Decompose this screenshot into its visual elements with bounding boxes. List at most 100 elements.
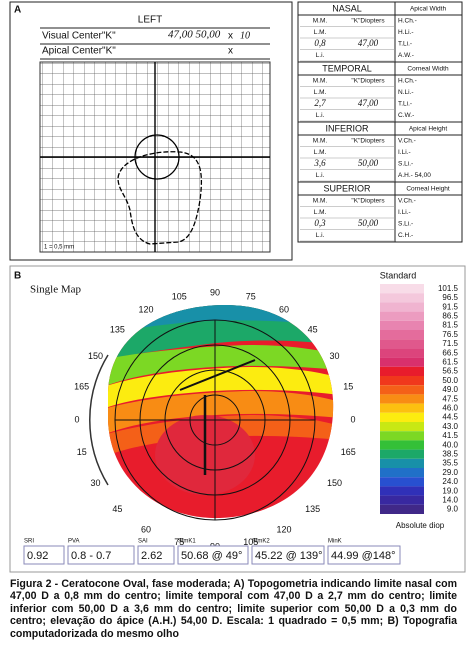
scale-label: 29.0 [442, 468, 458, 477]
scale-swatch [380, 357, 424, 367]
row-field: T.Li.- [398, 41, 412, 48]
scale-label: 56.5 [442, 367, 458, 376]
angle-label: 0 [74, 414, 79, 424]
row-label: L.M. [314, 209, 327, 216]
indices: SRI 0.92 PVA 0.8 - 0.7 SAI 2.62 SimK1 50.68 @ 4… [23, 539, 401, 565]
scale-swatch [380, 468, 424, 478]
angle-label: 135 [110, 325, 125, 335]
index-box [137, 545, 175, 565]
contour [117, 151, 203, 245]
scale-label: 9.0 [447, 505, 459, 514]
scale-swatch [380, 320, 424, 330]
index-name: SimK1 [178, 539, 196, 545]
angle-label: 120 [276, 524, 291, 534]
index-box [327, 545, 401, 565]
scale-label: 24.0 [442, 477, 458, 486]
form-label: Visual Center"K" [42, 31, 116, 42]
index-value: 45.22 @ 139° [255, 550, 323, 562]
scale-label: 61.5 [442, 358, 458, 367]
angle-label: 30 [90, 478, 100, 488]
row-field: I.Li.- [398, 149, 411, 156]
angle-label: 15 [343, 382, 353, 392]
scale-swatch [380, 440, 424, 450]
row-field: H.Ch.- [398, 78, 417, 85]
angle-label: 60 [141, 524, 151, 534]
index-box [67, 545, 135, 565]
section-header: Corneal Height [406, 186, 450, 193]
row-field: T.Li.- [398, 101, 412, 108]
band [108, 345, 334, 388]
figure: A LEFT Visual Center"K" 47,00 50,00 x 10… [9, 1, 466, 573]
scale-swatch [380, 284, 424, 294]
scale-title: Standard [380, 270, 417, 280]
section-header: Apical Width [410, 6, 447, 13]
column-header: "K"Diopters [351, 138, 385, 145]
band [108, 391, 334, 436]
index-box [23, 545, 65, 565]
row-label: L.i. [316, 232, 325, 239]
scale-swatch [380, 394, 424, 404]
handwritten-value: 0,3 [314, 218, 326, 228]
panel-label: B [14, 271, 21, 282]
scale-swatch [380, 293, 424, 303]
row-label: M.M. [313, 78, 328, 85]
scale-label: 19.0 [442, 486, 458, 495]
handwritten-value: 10 [240, 30, 250, 41]
index-value: 2.62 [141, 550, 162, 562]
scale-swatch [380, 449, 424, 459]
angle-label: 30 [330, 351, 340, 361]
scale-swatch [380, 366, 424, 376]
row-label: L.i. [316, 112, 325, 119]
index-name: PVA [68, 539, 80, 545]
scale-label: 66.5 [442, 348, 458, 357]
limbus-arc [89, 354, 109, 486]
scale-swatch [380, 495, 424, 505]
map-title: Single Map [30, 284, 82, 296]
row-field: I.Li.- [398, 209, 411, 216]
row-field: V.Ch.- [398, 138, 416, 145]
index-name: MinK [328, 539, 342, 545]
row-label: L.M. [314, 29, 327, 36]
apical-circle [134, 134, 180, 180]
row-label: L.M. [314, 89, 327, 96]
row-label: M.M. [313, 138, 328, 145]
section-title: INFERIOR [325, 123, 369, 133]
angle-label: 165 [341, 447, 356, 457]
scale-swatch [380, 339, 424, 349]
scale-swatch [380, 458, 424, 468]
row-field: V.Ch.- [398, 198, 416, 205]
scale-swatch [380, 385, 424, 395]
form-label: x [228, 31, 233, 42]
scale-label: 49.0 [442, 385, 458, 394]
row-field: C.W.- [398, 112, 414, 119]
scale-label: 47.5 [442, 394, 458, 403]
angle-label: 75 [246, 292, 256, 302]
scale-swatch [380, 422, 424, 432]
angle-label: 150 [327, 478, 342, 488]
angle-label: 135 [305, 504, 320, 514]
scale-swatch [380, 486, 424, 496]
row-field: H.Li.- [398, 29, 414, 36]
handwritten-value: 50,00 [358, 218, 379, 228]
angle-label: 165 [74, 382, 89, 392]
row-field: S.Li.- [398, 221, 413, 228]
index-box [177, 545, 249, 565]
index-value: 50.68 @ 49° [181, 550, 242, 562]
scale-swatch [380, 477, 424, 487]
index-name: SAI [138, 539, 148, 545]
scale-swatch [380, 302, 424, 312]
scale-unit: Absolute diop [396, 521, 445, 530]
scale-label: 40.0 [442, 440, 458, 449]
angle-label: 0 [350, 414, 355, 424]
row-label: M.M. [313, 18, 328, 25]
scale-label: 91.5 [442, 302, 458, 311]
scale-swatch [380, 311, 424, 321]
angle-label: 15 [77, 447, 87, 457]
color-scale: Standard 101.596.591.586.581.576.571.566.… [380, 270, 459, 530]
section-title: NASAL [332, 3, 362, 13]
scale-label: 44.5 [442, 413, 458, 422]
index-name: SimK2 [252, 539, 270, 545]
row-field: C.H.- [398, 232, 413, 239]
scale-swatch [380, 504, 424, 514]
